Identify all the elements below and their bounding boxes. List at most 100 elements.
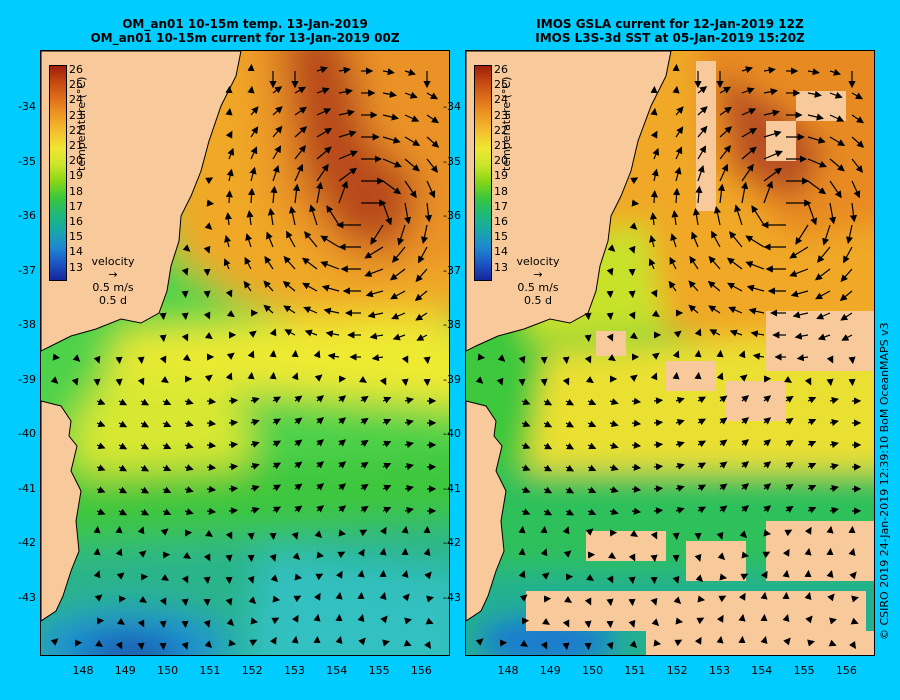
current-vector — [851, 180, 861, 199]
current-vector — [316, 417, 325, 425]
current-vector — [584, 642, 592, 651]
current-vector — [519, 594, 528, 602]
current-vector — [118, 398, 128, 406]
current-vector — [649, 212, 657, 226]
current-vector — [140, 486, 150, 494]
current-vector — [650, 372, 658, 381]
current-vector — [807, 484, 817, 492]
current-vector — [96, 420, 106, 428]
current-vector — [426, 114, 439, 124]
current-vector — [675, 106, 684, 116]
current-vector — [284, 329, 296, 336]
current-vector — [72, 354, 81, 362]
current-vector — [161, 573, 170, 581]
current-vector — [96, 486, 106, 494]
longitude-tick-label: 149 — [539, 664, 561, 677]
current-vector — [404, 463, 414, 471]
current-vector — [250, 484, 260, 492]
current-vector — [309, 204, 318, 226]
current-vector — [338, 130, 357, 138]
current-vector — [181, 267, 189, 276]
current-vector — [739, 374, 748, 382]
right-velocity-label: velocity — [516, 255, 560, 268]
current-vector — [675, 506, 685, 514]
current-vector — [225, 107, 233, 116]
current-vector — [357, 614, 365, 622]
current-vector — [729, 231, 743, 248]
current-vector — [829, 136, 846, 146]
current-vector — [688, 304, 699, 314]
current-vector — [338, 167, 358, 182]
current-vector — [247, 554, 255, 563]
right-velocity-duration: 0.5 d — [524, 294, 552, 307]
current-vector — [521, 398, 531, 406]
current-vector — [140, 508, 150, 516]
current-vector — [669, 256, 677, 270]
current-vector — [404, 202, 412, 225]
current-vector — [247, 85, 255, 94]
current-vector — [829, 441, 839, 449]
current-vector — [816, 312, 831, 320]
current-vector — [606, 290, 614, 299]
current-vector — [390, 290, 406, 300]
current-vector — [117, 617, 126, 625]
current-vector — [316, 483, 325, 491]
current-vector — [226, 618, 235, 627]
current-vector — [426, 136, 440, 148]
current-vector — [404, 485, 414, 493]
current-vector — [225, 531, 233, 540]
current-vector — [115, 641, 123, 650]
colorbar-tick-label: 16 — [69, 215, 83, 228]
current-vector — [785, 395, 794, 403]
colorbar-tick-label: 24 — [494, 93, 508, 107]
current-vector — [181, 575, 189, 584]
current-vector — [360, 505, 369, 513]
current-vector — [115, 356, 123, 365]
right-colorbar — [474, 65, 492, 281]
current-vector — [826, 525, 834, 534]
current-vector — [182, 354, 191, 362]
current-vector — [294, 461, 303, 469]
current-vector — [804, 592, 812, 600]
current-vector — [137, 356, 145, 365]
current-vector — [694, 553, 702, 562]
current-vector — [650, 190, 658, 204]
current-vector — [606, 312, 614, 321]
current-vector — [250, 506, 260, 514]
current-vector — [93, 547, 101, 556]
current-vector — [184, 486, 194, 494]
current-vector — [379, 592, 387, 600]
current-vector — [272, 106, 283, 116]
current-vector — [269, 636, 277, 645]
current-vector — [807, 158, 827, 168]
right-colorbar-title: temperature (°C) — [500, 76, 513, 171]
current-vector — [379, 526, 387, 535]
right-map-panel[interactable]: 26 25 24 23 22 21 20 19 18 17 16 15 14 13 temperature… — [465, 50, 875, 656]
current-vector — [648, 258, 656, 270]
colorbar-tick-label: 16 — [494, 215, 508, 228]
current-vector — [670, 233, 678, 248]
current-vector — [628, 268, 636, 277]
latitude-tick-label: -38 — [443, 318, 461, 331]
current-vector — [392, 333, 406, 341]
current-vector — [562, 526, 570, 535]
current-vector — [697, 145, 707, 160]
longitude-tick-label: 151 — [624, 664, 646, 677]
right-tasmania-land — [466, 400, 507, 622]
current-vector — [750, 330, 765, 338]
left-map-panel[interactable]: 26 25 24 23 22 21 20 19 18 17 16 15 14 13 temperature… — [40, 50, 450, 656]
current-vector — [563, 550, 572, 558]
current-vector — [694, 328, 702, 337]
current-vector — [587, 486, 597, 494]
current-vector — [404, 114, 420, 122]
current-vector — [719, 163, 729, 182]
current-vector — [763, 66, 776, 74]
latitude-tick-label: -42 — [443, 536, 461, 549]
current-vector — [303, 306, 318, 314]
current-vector — [294, 106, 307, 116]
current-vector — [650, 107, 658, 116]
current-vector — [807, 418, 817, 426]
current-vector — [203, 619, 211, 628]
current-vector — [359, 375, 368, 383]
current-vector — [845, 224, 853, 245]
